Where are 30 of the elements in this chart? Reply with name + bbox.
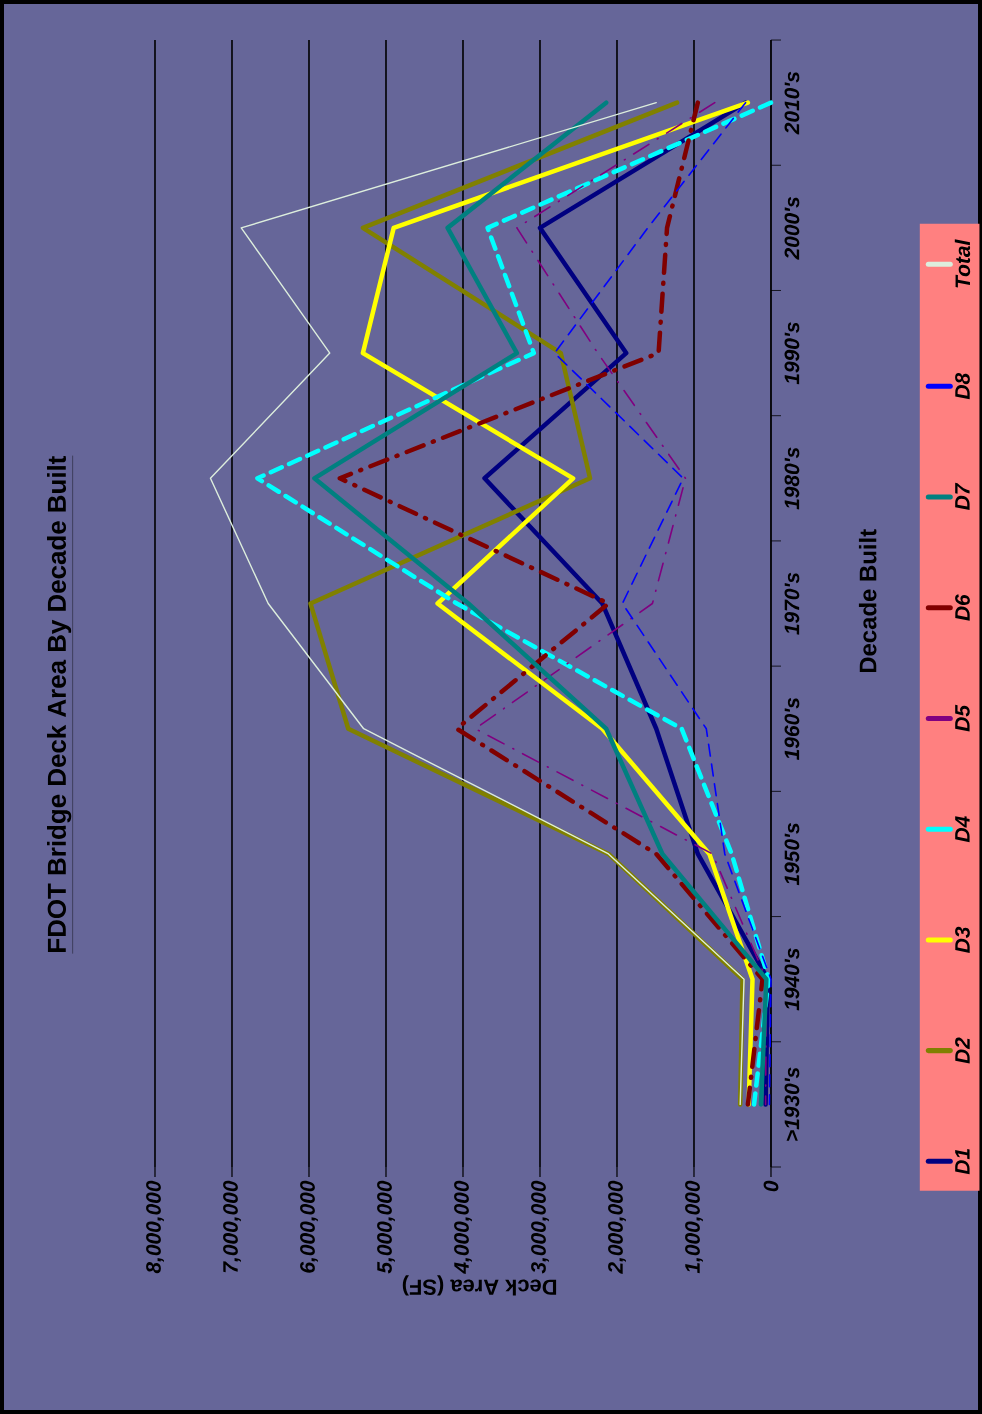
y-axis-title: Decade Built (858, 529, 877, 673)
x-axis-title: Deck Area (SF) (402, 1275, 557, 1296)
legend-label: Total (954, 239, 971, 288)
legend-label: D4 (955, 816, 970, 843)
text: FDOT Bridge Deck Area By Decade Built (47, 455, 72, 952)
legend-label: D6 (955, 594, 970, 621)
y-tick-label: >1930's (784, 1067, 800, 1141)
legend-label: D3 (955, 926, 970, 953)
y-tick-label: 1960's (784, 697, 800, 760)
y-tick-label: 1970's (784, 572, 800, 635)
x-tick-label: 2,000,000 (608, 1180, 626, 1274)
x-tick-label: 4,000,000 (454, 1180, 472, 1274)
y-tick-label: 2010's (784, 71, 800, 135)
y-tick-label: 2000's (784, 197, 800, 260)
x-tick-label: 6,000,000 (300, 1180, 318, 1273)
legend-label: D7 (955, 482, 970, 510)
x-tick-label: 7,000,000 (223, 1180, 241, 1273)
x-tick-label: 1,000,000 (685, 1180, 703, 1274)
x-tick-label: 0 (763, 1180, 779, 1192)
y-tick-label: 1990's (784, 322, 800, 385)
legend-label: D8 (955, 372, 970, 400)
x-tick-label: 3,000,000 (531, 1180, 549, 1274)
y-tick-label: 1940's (784, 948, 800, 1011)
x-tick-label: 8,000,000 (146, 1180, 164, 1274)
legend-label: D2 (955, 1037, 970, 1064)
y-tick-label: 1980's (784, 447, 800, 510)
y-tick-label: 1950's (784, 823, 800, 886)
legend-label: D1 (955, 1149, 970, 1175)
legend-label: D5 (955, 704, 970, 732)
x-tick-label: 5,000,000 (377, 1180, 395, 1274)
